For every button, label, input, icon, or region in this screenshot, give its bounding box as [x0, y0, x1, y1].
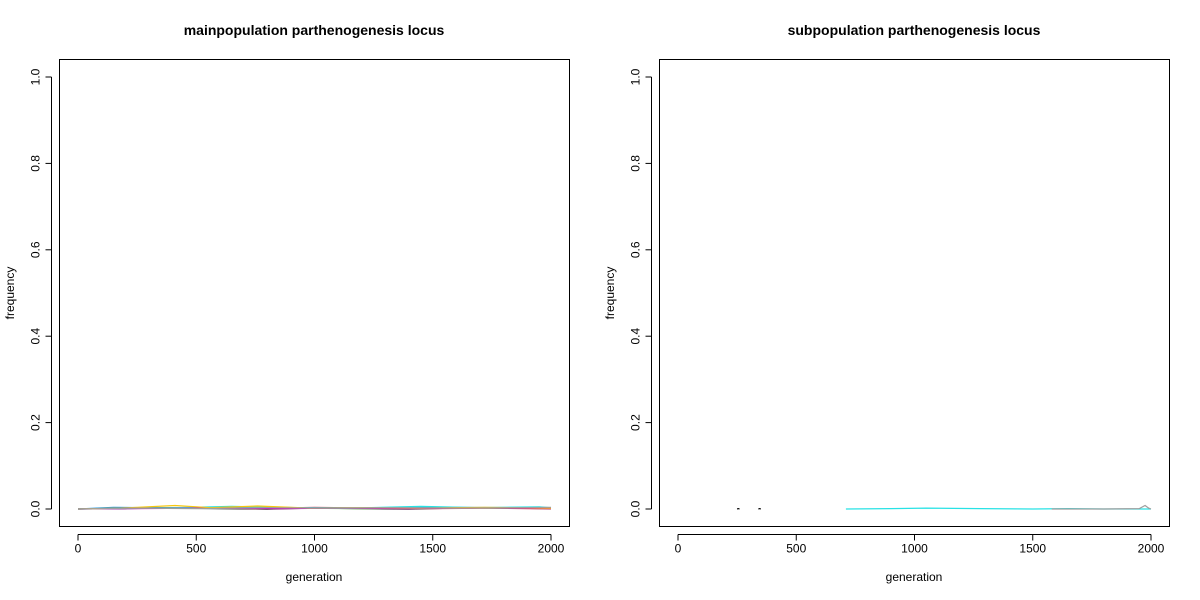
series-line: [1051, 504, 1152, 510]
x-axis: 0 500 1000 1500 2000: [675, 534, 1165, 556]
main-population-chart: mainpopulation parthenogenesis locus 0 50…: [3, 22, 570, 584]
y-tick-label: 0.6: [629, 241, 643, 258]
x-tick-label: 0: [675, 542, 682, 556]
x-tick-label: 500: [786, 542, 806, 556]
y-tick-label: 0.4: [29, 328, 43, 345]
y-axis: 0.0 0.2 0.4 0.6 0.8 1.0: [29, 68, 52, 517]
x-tick-label: 1000: [901, 542, 928, 556]
x-tick-label: 0: [75, 542, 82, 556]
y-tick-label: 1.0: [29, 68, 43, 85]
series-layer: [736, 504, 1152, 510]
x-tick-label: 500: [186, 542, 206, 556]
y-tick-label: 0.2: [29, 414, 43, 431]
y-tick-label: 0.8: [629, 155, 643, 172]
x-tick-label: 1000: [301, 542, 328, 556]
x-tick-label: 2000: [1138, 542, 1165, 556]
y-axis: 0.0 0.2 0.4 0.6 0.8 1.0: [629, 68, 652, 517]
y-tick-label: 0.2: [629, 414, 643, 431]
y-tick-label: 0.4: [629, 328, 643, 345]
y-tick-label: 0.0: [29, 500, 43, 517]
y-tick-label: 0.0: [629, 500, 643, 517]
sub-population-chart: subpopulation parthenogenesis locus 0 500…: [603, 22, 1170, 584]
x-axis-label: generation: [886, 570, 943, 584]
y-axis-label: frequency: [3, 267, 17, 320]
chart-title: subpopulation parthenogenesis locus: [788, 22, 1041, 38]
x-tick-label: 1500: [419, 542, 446, 556]
x-tick-label: 2000: [538, 542, 565, 556]
plot-frame: [659, 59, 1170, 527]
series-line: [77, 506, 552, 510]
series-layer: [77, 504, 552, 510]
y-tick-label: 0.8: [29, 155, 43, 172]
x-axis-label: generation: [286, 570, 343, 584]
x-axis: 0 500 1000 1500 2000: [75, 534, 565, 556]
y-axis-label: frequency: [603, 267, 617, 320]
x-tick-label: 1500: [1019, 542, 1046, 556]
y-tick-label: 1.0: [629, 68, 643, 85]
plot-frame: [59, 59, 570, 527]
y-tick-label: 0.6: [29, 241, 43, 258]
chart-title: mainpopulation parthenogenesis locus: [184, 22, 445, 38]
